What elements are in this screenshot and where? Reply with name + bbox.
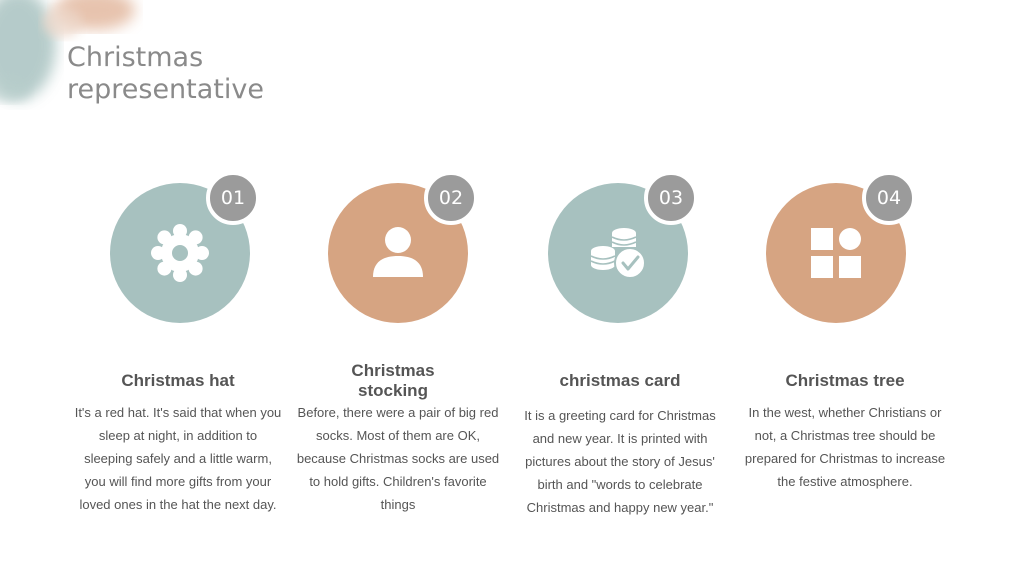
card-description: Before, there were a pair of big red soc… [296,405,500,512]
card-title: Christmas tree [785,371,905,390]
user-icon [370,225,426,281]
step-badge: 03 [644,171,698,225]
card-title: Christmas hat [121,371,235,390]
step-badge: 04 [862,171,916,225]
gear-icon [150,223,210,283]
card-title: christmas card [559,371,681,390]
card-christmas-card: 03 christmas card It is a greeting card … [510,0,730,576]
card-christmas-hat: 01 Christmas hat It's a red hat. It's sa… [68,0,288,576]
step-badge: 02 [424,171,478,225]
step-badge: 01 [206,171,260,225]
card-description: In the west, whether Christians or not, … [744,405,946,489]
card-christmas-stocking: 02 Christmas stocking Before, there were… [288,0,508,576]
card-description: It is a greeting card for Christmas and … [524,408,716,515]
page-title-line-2: representative [67,74,264,105]
watercolor-decoration [0,0,160,110]
page-title: Christmas representative [67,42,264,106]
grid-icon [809,226,863,280]
coins-check-icon [588,223,648,283]
card-title: Christmas stocking [351,361,435,400]
card-description: It's a red hat. It's said that when you … [74,405,282,512]
page-title-line-1: Christmas [67,42,204,73]
card-christmas-tree: 04 Christmas tree In the west, whether C… [735,0,955,576]
